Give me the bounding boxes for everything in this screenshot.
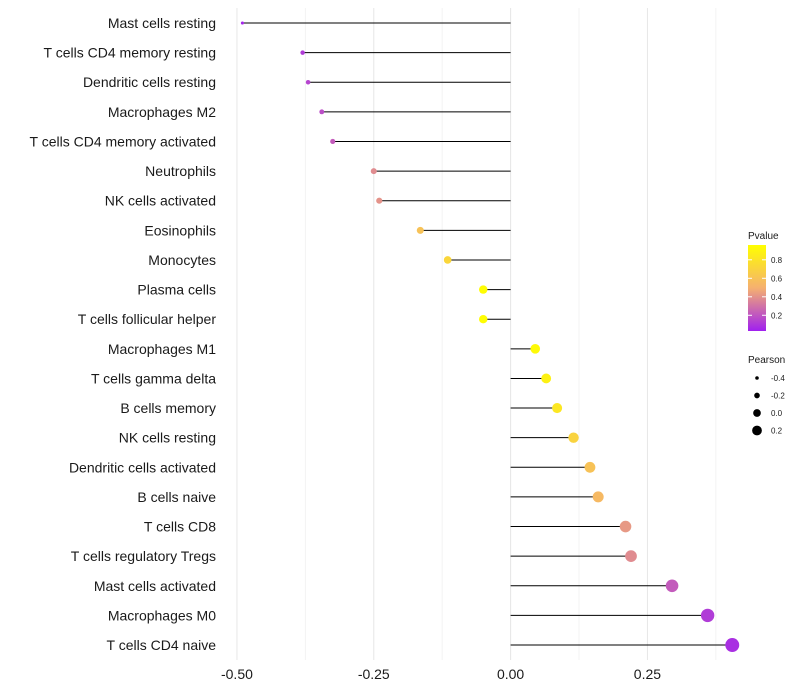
stems-layer <box>242 22 733 646</box>
category-label: T cells regulatory Tregs <box>71 548 216 564</box>
category-label: Macrophages M0 <box>108 607 216 623</box>
legend-pearson-key <box>755 376 759 380</box>
category-label: Mast cells activated <box>94 578 216 594</box>
legend-pearson-label: 0.2 <box>771 427 783 436</box>
lollipop-dot <box>552 403 563 414</box>
legend-pvalue-label: 0.2 <box>771 311 783 320</box>
lollipop-dot <box>330 138 336 145</box>
lollipop-dot <box>319 109 325 115</box>
lollipop-dot <box>700 608 715 623</box>
legend-pvalue-label: 0.8 <box>771 256 783 265</box>
lollipop-dot <box>300 50 305 55</box>
category-labels: Mast cells resting T cells CD4 memory res… <box>30 15 217 653</box>
category-label: Macrophages M2 <box>108 104 216 120</box>
lollipop-dot <box>416 226 424 234</box>
category-label: B cells naive <box>137 489 216 505</box>
legend-pvalue-colorbar <box>748 245 766 331</box>
x-tick-label: -0.50 <box>221 666 253 682</box>
legend-pearson-title: Pearson <box>748 355 785 366</box>
lollipop-dot <box>376 197 383 204</box>
lollipop-dot <box>530 344 541 354</box>
category-label: T cells CD4 naive <box>107 637 217 653</box>
legend-pvalue: Pvalue 0.8 0.6 0.4 0.2 <box>748 231 783 331</box>
legend-pearson-label: -0.2 <box>771 392 785 401</box>
category-label: T cells follicular helper <box>78 311 217 327</box>
lollipop-dot <box>619 520 632 533</box>
x-axis-ticks: -0.50 -0.25 0.00 0.25 <box>221 666 661 682</box>
dots-layer <box>240 21 740 652</box>
category-label: Macrophages M1 <box>108 341 216 357</box>
lollipop-dot <box>541 373 552 384</box>
category-label: Monocytes <box>148 252 216 268</box>
category-label: Plasma cells <box>137 282 216 298</box>
lollipop-dot <box>665 579 679 593</box>
category-label: Eosinophils <box>144 222 216 238</box>
lollipop-dot <box>584 461 596 473</box>
category-label: Dendritic cells resting <box>83 74 216 90</box>
grid-layer <box>236 8 717 660</box>
legend-pvalue-label: 0.6 <box>771 274 783 283</box>
category-label: NK cells activated <box>105 193 216 209</box>
legend-pearson-key <box>753 409 761 417</box>
x-tick-label: 0.00 <box>497 666 524 682</box>
category-label: Dendritic cells activated <box>69 459 216 475</box>
x-tick-label: -0.25 <box>358 666 390 682</box>
legend-pvalue-label: 0.4 <box>771 293 783 302</box>
legend-pearson-label: -0.4 <box>771 374 785 383</box>
legend-pearson-key <box>754 392 760 399</box>
category-label: T cells gamma delta <box>91 370 216 386</box>
lollipop-dot <box>592 491 604 503</box>
lollipop-dot <box>568 432 579 443</box>
legend-pearson-label: 0.0 <box>771 409 783 418</box>
category-label: B cells memory <box>120 400 216 416</box>
lollipop-dot <box>370 168 377 175</box>
category-label: Mast cells resting <box>108 15 216 31</box>
category-label: Neutrophils <box>145 163 216 179</box>
lollipop-dot <box>625 550 637 563</box>
category-label: T cells CD4 memory resting <box>44 45 216 61</box>
lollipop-dot <box>479 285 488 294</box>
lollipop-dot <box>305 79 311 85</box>
lollipop-dot <box>443 256 452 264</box>
category-label: T cells CD4 memory activated <box>30 133 216 149</box>
legend-pvalue-title: Pvalue <box>748 231 779 242</box>
x-tick-label: 0.25 <box>634 666 661 682</box>
lollipop-dot <box>479 314 488 324</box>
lollipop-dot <box>240 21 244 25</box>
category-label: T cells CD8 <box>144 519 216 535</box>
legend-pearson-key <box>752 425 762 436</box>
legend-pearson: Pearson -0.4 -0.2 0.0 0.2 <box>748 355 785 436</box>
lollipop-dot <box>725 638 740 652</box>
category-label: NK cells resting <box>119 430 216 446</box>
